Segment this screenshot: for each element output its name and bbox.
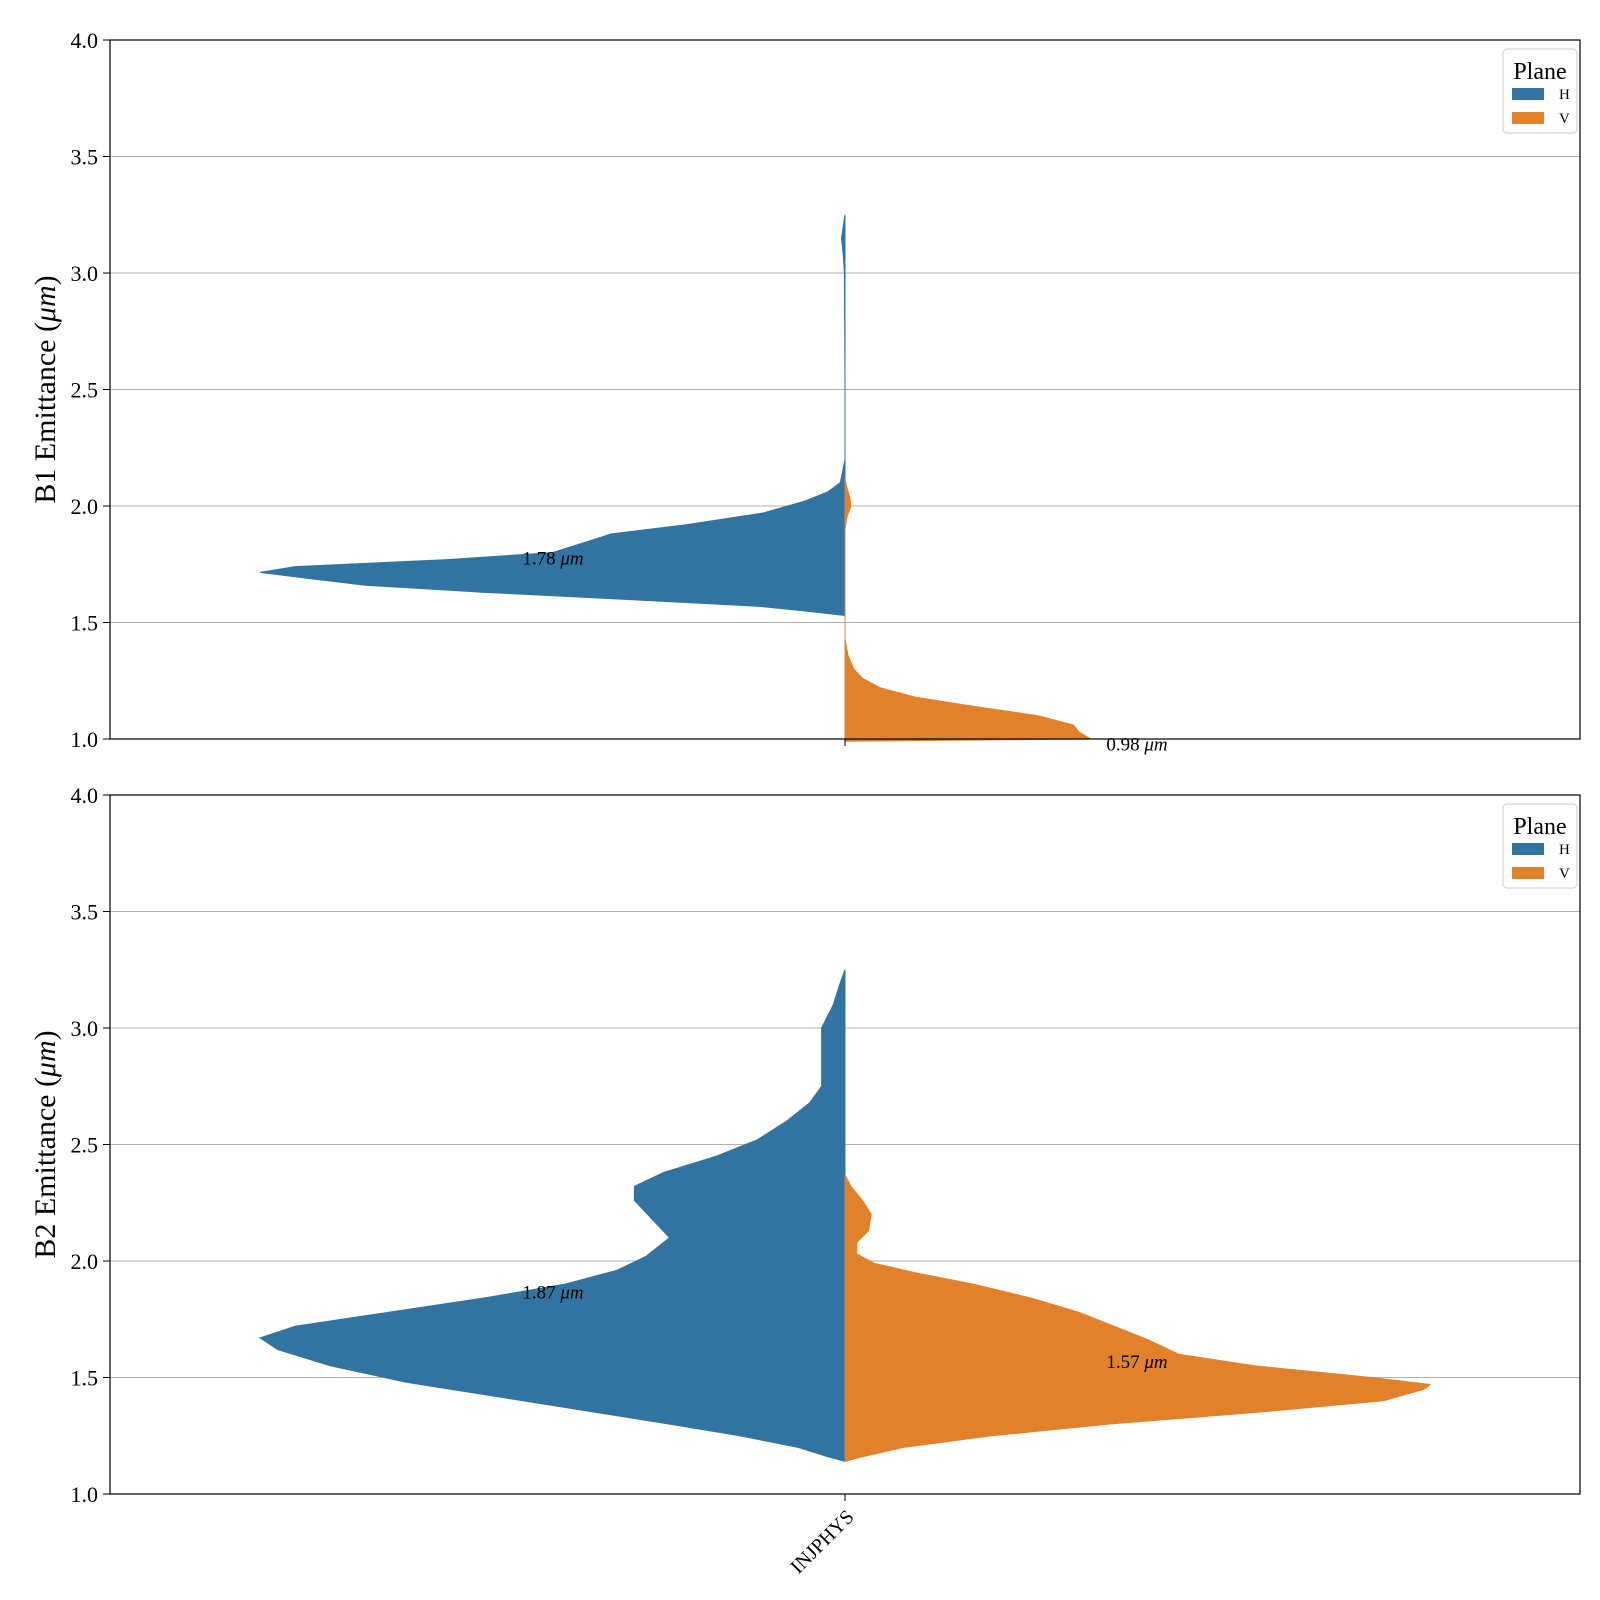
y-axis-label: B2 Emittance (μm) <box>29 1030 62 1258</box>
y-tick-label: 1.5 <box>71 1366 99 1391</box>
y-axis-label: B1 Emittance (μm) <box>29 275 62 503</box>
y-tick-label: 2.5 <box>71 378 99 403</box>
violin-v <box>844 1174 1432 1463</box>
y-tick-label: 2.0 <box>71 1249 99 1274</box>
median-value: 0.98 <box>1106 735 1139 756</box>
median-value: 1.78 <box>522 548 555 569</box>
violin-h <box>259 214 846 617</box>
legend-label-v: V <box>1559 111 1570 127</box>
median-label-h: 1.87 μm <box>522 1282 583 1303</box>
median-unit: μm <box>556 1282 584 1303</box>
legend: Plane HV <box>1502 803 1578 889</box>
y-axis-label-text: B1 Emittance ( <box>29 322 62 504</box>
legend-title: Plane <box>1513 59 1566 85</box>
y-axis-label-close: ) <box>29 1030 62 1040</box>
y-axis-label-close: ) <box>29 275 62 285</box>
y-tick-label: 3.5 <box>71 900 99 925</box>
median-value: 1.57 <box>1106 1352 1139 1373</box>
legend-swatch-v <box>1512 112 1544 124</box>
y-tick-label: 3.0 <box>71 1016 99 1041</box>
x-tick-label: INJPHYS <box>786 1506 858 1578</box>
violin-h <box>258 969 846 1463</box>
y-tick-label: 4.0 <box>71 28 99 53</box>
median-unit: μm <box>556 548 584 569</box>
y-tick-label: 1.5 <box>71 611 99 636</box>
y-tick-label: 4.0 <box>71 783 99 808</box>
violin-v <box>844 477 1093 742</box>
y-tick-label: 2.5 <box>71 1133 99 1158</box>
median-unit: μm <box>1140 1352 1168 1373</box>
y-tick-label: 1.0 <box>71 727 99 752</box>
legend-label-v: V <box>1559 866 1570 882</box>
y-tick-label: 3.5 <box>71 145 99 170</box>
legend-label-h: H <box>1559 842 1570 858</box>
median-label-v: 0.98 μm <box>1106 735 1167 756</box>
y-tick-label: 2.0 <box>71 494 99 519</box>
median-value: 1.87 <box>522 1282 555 1303</box>
y-axis-label-unit: μm <box>29 1040 62 1078</box>
y-tick-label: 1.0 <box>71 1482 99 1507</box>
y-axis-label-text: B2 Emittance ( <box>29 1077 62 1259</box>
legend-swatch-v <box>1512 867 1544 879</box>
legend: Plane HV <box>1502 48 1578 134</box>
legend-title: Plane <box>1513 814 1566 840</box>
legend-swatch-h <box>1512 88 1544 100</box>
y-tick-label: 3.0 <box>71 261 99 286</box>
legend-label-h: H <box>1559 87 1570 103</box>
legend-swatch-h <box>1512 843 1544 855</box>
median-unit: μm <box>1140 735 1168 756</box>
median-label-v: 1.57 μm <box>1106 1352 1167 1373</box>
median-label-h: 1.78 μm <box>522 548 583 569</box>
y-axis-label-unit: μm <box>29 285 62 323</box>
